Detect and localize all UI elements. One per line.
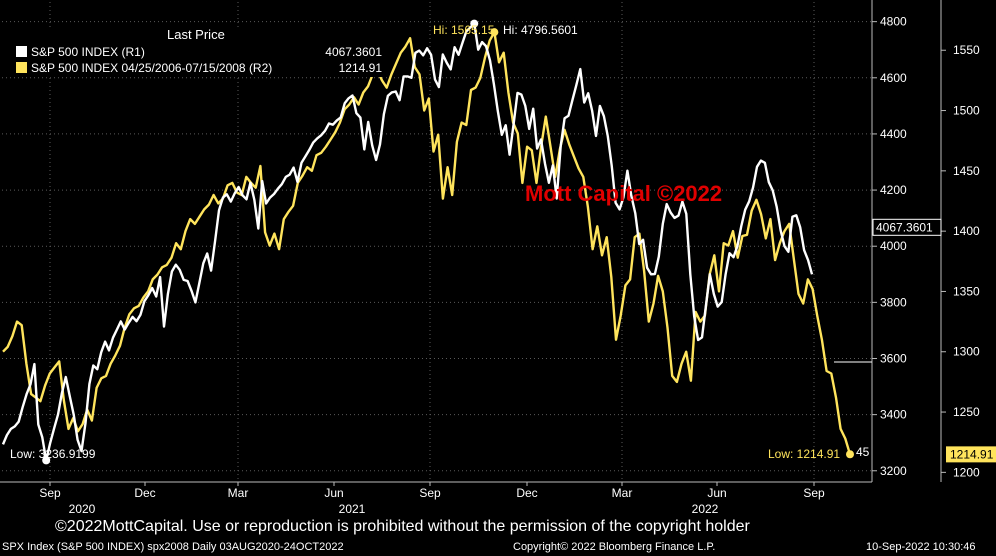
annotation-low-r1: Low: 3236.9199 bbox=[10, 447, 96, 461]
r1-tick-label: 4200 bbox=[880, 183, 907, 197]
legend-value-r2: 1214.91 bbox=[338, 60, 382, 75]
x-tick-label: Dec bbox=[516, 486, 537, 500]
legend-label-r2: S&P 500 INDEX 04/25/2006-07/15/2008 (R2) bbox=[31, 60, 273, 75]
x-tick-label: Sep bbox=[39, 486, 61, 500]
x-year-label: 2022 bbox=[692, 502, 719, 516]
x-year-label: 2021 bbox=[339, 502, 366, 516]
r1-tick-label: 3600 bbox=[880, 351, 907, 365]
r2-tick-label: 1200 bbox=[953, 465, 980, 479]
series-layer bbox=[1, 22, 852, 462]
legend-swatch-r1 bbox=[16, 46, 27, 57]
legend-value-r1: 4067.3601 bbox=[325, 44, 382, 59]
annotation-layer: Hi: 1565.15 Hi: 4796.5601 Low: 3236.9199 Lo… bbox=[10, 19, 996, 465]
footer-left: SPX Index (S&P 500 INDEX) spx2008 Daily … bbox=[2, 541, 344, 553]
x-tick-label: Sep bbox=[419, 486, 441, 500]
high-marker-r2 bbox=[490, 28, 499, 37]
x-tick-label: Mar bbox=[612, 486, 633, 500]
low-marker-r1 bbox=[42, 456, 51, 465]
last-price-text-r1: 4067.3601 bbox=[876, 220, 933, 234]
annotation-hi-r1: Hi: 4796.5601 bbox=[503, 23, 578, 37]
r1-tick-label: 3400 bbox=[880, 408, 907, 422]
r2-tick-label: 1500 bbox=[953, 104, 980, 118]
legend: Last Price S&P 500 INDEX (R1) 4067.3601 … bbox=[10, 27, 388, 77]
last-price-badge-r1 bbox=[872, 218, 942, 236]
r2-tick-label: 1400 bbox=[953, 224, 980, 238]
r1-tick-label: 4800 bbox=[880, 15, 907, 29]
copyright-notice: ©2022MottCapital. Use or reproduction is… bbox=[55, 518, 750, 535]
r2-tick-label: 1450 bbox=[953, 164, 980, 178]
x-tick-label: Jun bbox=[324, 486, 343, 500]
r2-tick-label: 1350 bbox=[953, 284, 980, 298]
r2-tick-label: 1550 bbox=[953, 43, 980, 57]
x-year-label: 2020 bbox=[69, 502, 96, 516]
legend-title: Last Price bbox=[167, 27, 225, 42]
footer-right: 10-Sep-2022 10:30:46 bbox=[866, 541, 976, 553]
footer-center: Copyright© 2022 Bloomberg Finance L.P. bbox=[513, 541, 716, 553]
series-line-r1 bbox=[1, 22, 814, 462]
high-marker-r1 bbox=[470, 19, 479, 28]
series-line-r2 bbox=[2, 31, 852, 455]
legend-label-r1: S&P 500 INDEX (R1) bbox=[31, 44, 145, 59]
x-tick-label: Sep bbox=[803, 486, 825, 500]
last-marker-r2 bbox=[846, 450, 854, 459]
axis-layer: 3200 3400 3600 3800 4000 4200 4400 4600 4800 1200… bbox=[0, 0, 980, 516]
watermark: Mott Capital ©2022 bbox=[525, 181, 722, 206]
r1-tick-label: 4400 bbox=[880, 127, 907, 141]
annotation-low-r2: Low: 1214.91 bbox=[768, 447, 840, 461]
x-tick-label: Dec bbox=[134, 486, 155, 500]
annotation-hi-r2: Hi: 1565.15 bbox=[433, 23, 495, 37]
legend-item-r1: S&P 500 INDEX (R1) 4067.3601 bbox=[16, 44, 388, 59]
annotation-extra-right: 45 bbox=[856, 445, 870, 459]
last-price-text-r2: 1214.91 bbox=[950, 447, 994, 461]
r2-tick-label: 1250 bbox=[953, 405, 980, 419]
x-tick-label: Mar bbox=[228, 486, 249, 500]
r1-tick-label: 3800 bbox=[880, 295, 907, 309]
r1-tick-label: 4000 bbox=[880, 239, 907, 253]
footer-bar: SPX Index (S&P 500 INDEX) spx2008 Daily … bbox=[0, 540, 996, 556]
r2-tick-label: 1300 bbox=[953, 345, 980, 359]
r1-tick-label: 4600 bbox=[880, 71, 907, 85]
legend-swatch-r2 bbox=[16, 62, 27, 73]
legend-item-r2: S&P 500 INDEX 04/25/2006-07/15/2008 (R2)… bbox=[16, 60, 388, 75]
last-price-badge-r2 bbox=[946, 446, 996, 463]
x-tick-label: Jun bbox=[707, 486, 726, 500]
r1-tick-label: 3200 bbox=[880, 464, 907, 478]
